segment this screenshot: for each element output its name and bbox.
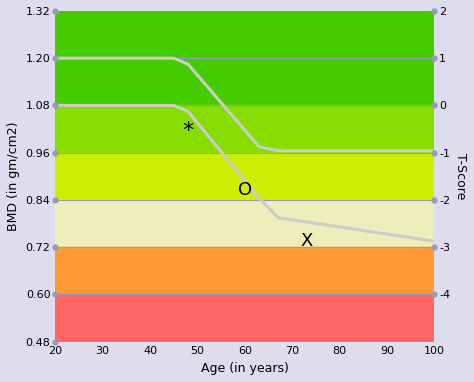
X-axis label: Age (in years): Age (in years): [201, 362, 289, 375]
Y-axis label: BMD (in gm/cm2): BMD (in gm/cm2): [7, 121, 20, 231]
Y-axis label: T-Score: T-Score: [454, 153, 467, 199]
Bar: [55, 247, 434, 295]
Text: *: *: [182, 121, 193, 141]
Text: O: O: [238, 181, 252, 199]
Bar: [55, 295, 434, 342]
Bar: [55, 11, 434, 105]
Bar: [55, 200, 434, 247]
Bar: [55, 153, 434, 200]
Bar: [55, 105, 434, 153]
Text: X: X: [300, 232, 313, 250]
